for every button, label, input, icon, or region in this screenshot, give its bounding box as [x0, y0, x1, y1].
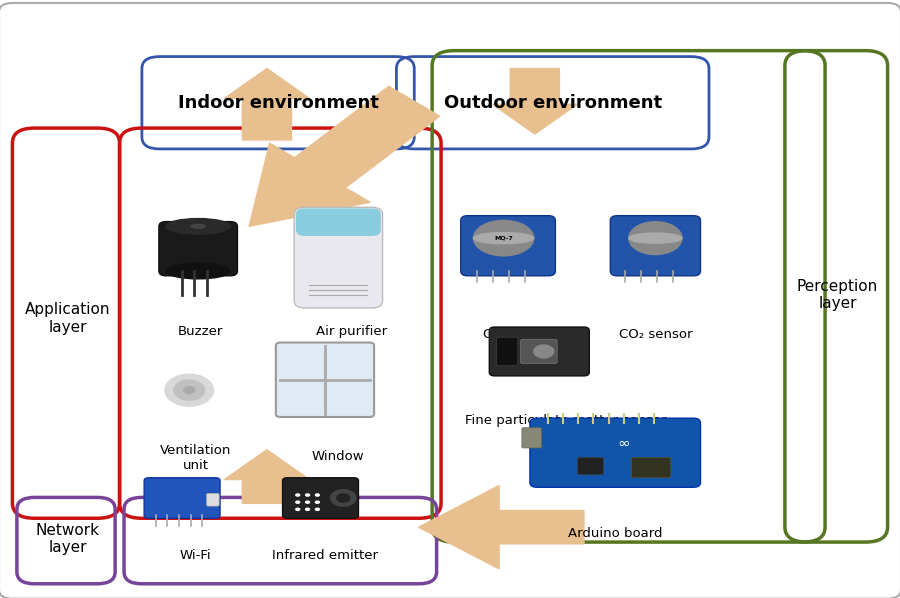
FancyBboxPatch shape [490, 327, 590, 376]
Text: CO sensor: CO sensor [483, 328, 551, 341]
FancyBboxPatch shape [283, 478, 358, 518]
Ellipse shape [166, 263, 230, 279]
Text: Application
layer: Application layer [25, 303, 111, 335]
Text: CO₂ sensor: CO₂ sensor [618, 328, 692, 341]
Circle shape [315, 493, 320, 497]
Text: Arduino board: Arduino board [568, 527, 662, 540]
FancyArrow shape [224, 69, 310, 140]
Text: MQ-7: MQ-7 [494, 236, 513, 240]
FancyBboxPatch shape [530, 418, 700, 487]
FancyBboxPatch shape [522, 428, 542, 448]
Ellipse shape [191, 225, 205, 228]
FancyBboxPatch shape [144, 478, 220, 518]
Text: Air purifier: Air purifier [316, 325, 387, 338]
FancyBboxPatch shape [610, 216, 700, 276]
Circle shape [164, 374, 214, 407]
FancyBboxPatch shape [520, 339, 557, 364]
Polygon shape [249, 86, 440, 227]
Text: Buzzer: Buzzer [177, 325, 222, 338]
Circle shape [183, 386, 195, 394]
Circle shape [295, 493, 301, 497]
FancyBboxPatch shape [296, 209, 381, 236]
Circle shape [295, 508, 301, 511]
Circle shape [295, 501, 301, 504]
Text: ∞: ∞ [617, 437, 631, 451]
FancyBboxPatch shape [631, 457, 670, 478]
FancyBboxPatch shape [461, 216, 555, 276]
FancyBboxPatch shape [159, 222, 238, 276]
Circle shape [305, 501, 310, 504]
Circle shape [315, 501, 320, 504]
Circle shape [330, 489, 356, 507]
FancyBboxPatch shape [497, 337, 518, 366]
Text: Ventilation
unit: Ventilation unit [160, 444, 231, 472]
Circle shape [315, 508, 320, 511]
Circle shape [533, 344, 554, 359]
FancyBboxPatch shape [276, 343, 374, 417]
Ellipse shape [473, 221, 534, 256]
Text: Perception
layer: Perception layer [796, 279, 878, 311]
Ellipse shape [473, 233, 534, 244]
Ellipse shape [629, 233, 682, 243]
Circle shape [336, 493, 350, 503]
Circle shape [173, 380, 205, 401]
FancyBboxPatch shape [578, 457, 604, 475]
Text: Network
layer: Network layer [36, 523, 100, 556]
Ellipse shape [629, 222, 682, 255]
FancyBboxPatch shape [294, 208, 382, 308]
Polygon shape [418, 486, 584, 569]
Text: Outdoor environment: Outdoor environment [444, 94, 662, 112]
Ellipse shape [166, 218, 230, 234]
Text: Wi-Fi: Wi-Fi [180, 549, 211, 562]
FancyArrow shape [492, 69, 577, 134]
FancyArrow shape [224, 450, 310, 504]
Text: Indoor environment: Indoor environment [177, 94, 379, 112]
FancyBboxPatch shape [207, 493, 220, 506]
Circle shape [305, 493, 310, 497]
Circle shape [305, 508, 310, 511]
Text: Infrared emitter: Infrared emitter [272, 549, 378, 562]
Text: Window: Window [312, 450, 364, 463]
Text: Fine particulate matter sensor: Fine particulate matter sensor [465, 414, 667, 427]
